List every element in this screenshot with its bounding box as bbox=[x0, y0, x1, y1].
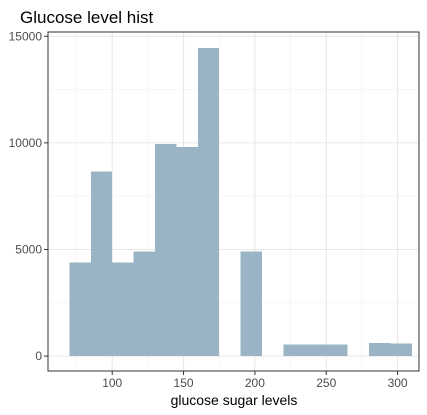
histogram-bar bbox=[197, 47, 220, 357]
histogram-bar bbox=[283, 344, 305, 357]
bars bbox=[69, 47, 412, 357]
histogram-bar bbox=[176, 147, 198, 357]
x-tick-label: 200 bbox=[245, 376, 265, 390]
histogram-bar bbox=[112, 262, 134, 357]
x-tick-label: 300 bbox=[388, 376, 408, 390]
plot-panel-border bbox=[47, 31, 420, 372]
histogram-bar bbox=[69, 262, 91, 357]
histogram-bar bbox=[390, 343, 412, 357]
x-axis-ticks: 100 150 200 250 300 bbox=[102, 371, 408, 390]
histogram-bar bbox=[240, 251, 263, 357]
x-tick-label: 250 bbox=[316, 376, 336, 390]
histogram-bar bbox=[133, 251, 156, 357]
histogram-bar bbox=[90, 171, 113, 357]
histogram-bar bbox=[326, 344, 348, 357]
y-axis-ticks: 0 5000 10000 15000 bbox=[9, 29, 48, 363]
y-tick-label: 0 bbox=[35, 349, 42, 363]
histogram-bar bbox=[155, 143, 177, 357]
y-tick-label: 10000 bbox=[9, 136, 43, 150]
y-tick-label: 15000 bbox=[9, 29, 43, 43]
x-tick-label: 150 bbox=[174, 376, 194, 390]
histogram-bar bbox=[369, 342, 391, 357]
x-tick-label: 100 bbox=[102, 376, 122, 390]
chart-title: Glucose level hist bbox=[20, 8, 154, 27]
x-axis-title: glucose sugar levels bbox=[171, 392, 298, 408]
histogram-bar bbox=[304, 344, 327, 357]
y-tick-label: 5000 bbox=[15, 242, 42, 256]
